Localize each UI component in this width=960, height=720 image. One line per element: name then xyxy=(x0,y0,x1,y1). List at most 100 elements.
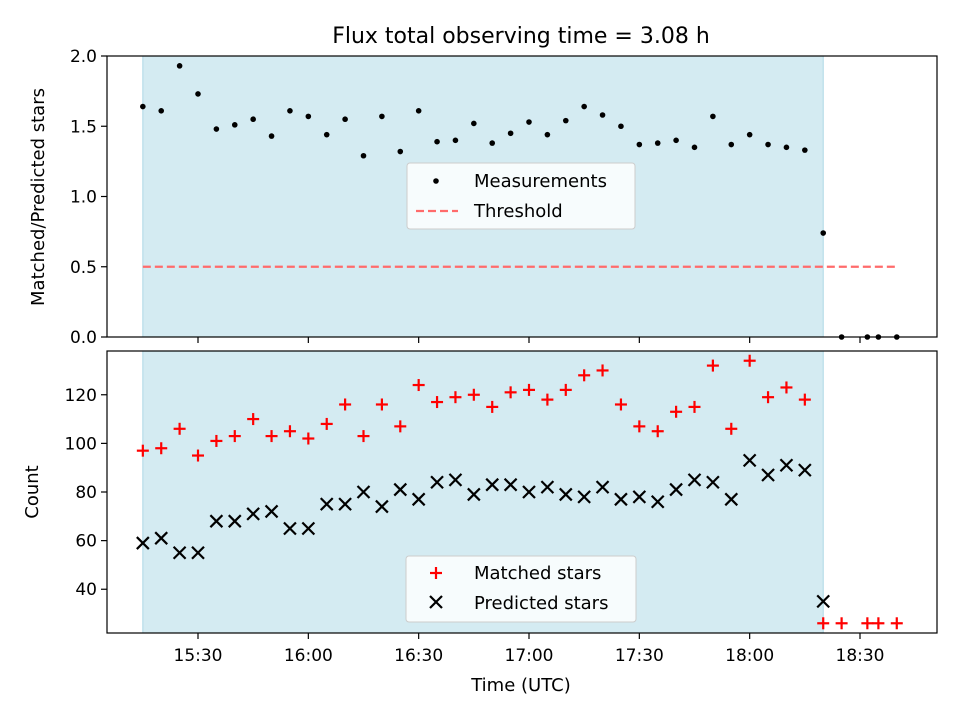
measurement-point xyxy=(415,107,422,114)
measurement-point xyxy=(636,141,643,148)
legend-predicted-marker xyxy=(429,595,443,609)
matched-star-point xyxy=(247,413,260,426)
matched-star-point xyxy=(861,617,874,630)
matched-star-point xyxy=(596,364,609,377)
predicted-star-point xyxy=(430,475,444,490)
predicted-star-point xyxy=(558,487,573,502)
measurement-point xyxy=(654,140,661,146)
matched-star-point xyxy=(155,442,168,455)
y-tick-label: 120 xyxy=(65,386,97,406)
predicted-star-point xyxy=(577,490,591,504)
predicted-star-point xyxy=(687,473,702,487)
measurement-point xyxy=(783,144,790,151)
legend-threshold-label: Threshold xyxy=(473,201,563,222)
ratio-panel: 0.00.51.01.52.0 Matched/Predicted stars … xyxy=(28,47,938,348)
measurement-point xyxy=(360,152,367,159)
matched-star-point xyxy=(578,369,591,382)
count-y-ticks: 40 60 80 100 120 xyxy=(65,386,107,600)
x-tick-label: 18:00 xyxy=(725,646,774,666)
predicted-star-point xyxy=(264,504,279,519)
measurement-point xyxy=(728,141,735,148)
predicted-star-point xyxy=(283,521,297,536)
predicted-star-point xyxy=(522,485,536,499)
legend-matched-marker xyxy=(430,567,442,579)
predicted-star-point xyxy=(595,480,610,494)
matched-star-point xyxy=(633,420,646,433)
measurement-point xyxy=(802,147,808,153)
legend-matched-label: Matched stars xyxy=(474,563,601,584)
y-tick-label: 1.5 xyxy=(70,117,97,137)
predicted-star-point xyxy=(227,514,242,528)
predicted-star-point xyxy=(816,594,831,609)
x-tick-label: 18:30 xyxy=(836,646,885,666)
ratio-axes-frame xyxy=(106,55,938,338)
measurement-point xyxy=(691,144,698,151)
matched-star-point xyxy=(449,391,462,404)
predicted-star-point xyxy=(761,468,775,482)
ratio-legend: Measurements Threshold xyxy=(406,162,636,230)
matched-star-point xyxy=(412,379,425,392)
matched-star-point xyxy=(688,400,701,413)
predicted-star-point xyxy=(467,487,481,502)
predicted-star-point xyxy=(411,492,426,507)
count-x-ticks: 15:30 16:00 16:30 17:00 17:30 18:00 18:30 xyxy=(174,633,885,666)
matched-star-point xyxy=(523,383,535,396)
matched-star-point xyxy=(670,405,683,418)
predicted-star-point xyxy=(393,482,408,497)
x-tick-label: 16:00 xyxy=(284,646,333,666)
measurement-point xyxy=(746,131,753,138)
matched-star-point xyxy=(559,383,572,396)
predicted-star-point xyxy=(154,531,169,545)
measurement-point xyxy=(452,137,459,144)
matched-star-point xyxy=(320,417,333,430)
count-y-axis-label: Count xyxy=(22,465,43,518)
y-tick-label: 40 xyxy=(75,580,97,600)
predicted-star-point xyxy=(669,482,683,497)
matched-star-point xyxy=(431,396,444,409)
measurement-point xyxy=(820,230,827,236)
count-marks xyxy=(136,354,903,630)
ratio-x-ticks xyxy=(197,337,861,343)
matched-star-point xyxy=(375,398,388,411)
matched-star-point xyxy=(357,430,370,443)
y-tick-label: 0.5 xyxy=(70,258,97,278)
matched-star-point xyxy=(504,386,517,399)
measurement-point xyxy=(158,107,165,114)
count-panel: 40 60 80 100 120 15:30 16:00 16:30 17:00 17:30 18… xyxy=(22,350,938,696)
x-tick-label: 17:00 xyxy=(505,646,554,666)
predicted-star-point xyxy=(540,480,555,494)
predicted-star-point xyxy=(338,497,352,511)
matched-star-point xyxy=(394,420,407,433)
measurement-point xyxy=(507,130,514,137)
count-x-axis-label: Time (UTC) xyxy=(470,675,571,696)
x-tick-label: 15:30 xyxy=(174,646,223,666)
x-tick-label: 17:30 xyxy=(615,646,664,666)
predicted-star-point xyxy=(724,492,739,507)
ratio-y-ticks: 0.0 0.5 1.0 1.5 2.0 xyxy=(70,47,107,348)
predicted-star-point xyxy=(614,492,628,507)
measurement-point xyxy=(618,123,624,130)
matched-star-point xyxy=(486,400,499,413)
measurement-point xyxy=(379,113,385,120)
y-tick-label: 60 xyxy=(75,532,97,552)
measurement-point xyxy=(305,113,312,120)
matched-star-point xyxy=(192,449,204,462)
ratio-marks xyxy=(140,63,900,340)
predicted-star-point xyxy=(319,497,334,511)
legend-predicted-label: Predicted stars xyxy=(474,593,608,614)
predicted-star-point xyxy=(706,475,720,490)
measurement-point xyxy=(489,140,496,146)
measurement-point xyxy=(397,148,404,155)
count-legend: Matched stars Predicted stars xyxy=(405,555,637,623)
matched-star-point xyxy=(228,430,241,443)
matched-star-point xyxy=(890,617,903,630)
measurement-point xyxy=(195,91,201,97)
predicted-star-point xyxy=(448,473,463,487)
matched-star-point xyxy=(743,354,756,367)
measurement-point xyxy=(342,116,348,123)
matched-star-point xyxy=(706,359,719,372)
matched-star-point xyxy=(265,430,278,443)
predicted-star-point xyxy=(136,536,150,550)
ratio-y-axis-label: Matched/Predicted stars xyxy=(28,88,49,306)
matched-star-point xyxy=(762,391,775,404)
